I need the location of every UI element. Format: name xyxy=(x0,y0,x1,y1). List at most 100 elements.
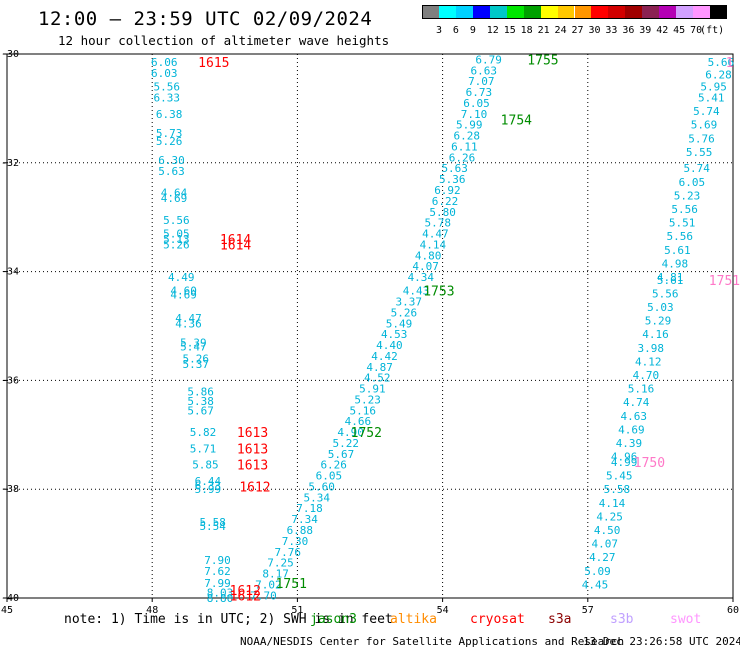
wave-height-value: 5.54 xyxy=(199,520,226,533)
lat-tick-label: -40 xyxy=(1,593,19,604)
lon-tick-label: 51 xyxy=(291,605,303,616)
wave-height-value: 7.02 xyxy=(255,578,282,591)
wave-height-value: 5.26 xyxy=(163,238,190,251)
colorbar-label: 36 xyxy=(622,25,635,36)
wave-height-value: 5.56 xyxy=(163,214,190,227)
wave-height-value: 6.79 xyxy=(475,53,502,66)
wave-height-value: 5.95 xyxy=(700,81,727,94)
wave-height-value: 5.56 xyxy=(671,203,698,216)
wave-height-value: 4.07 xyxy=(412,260,439,273)
wave-height-value: 5.67 xyxy=(328,448,355,461)
wave-height-value: 5.34 xyxy=(304,491,331,504)
footer-note: note: 1) Time is in UTC; 2) SWH is in fe… xyxy=(64,612,393,627)
wave-height-value: 6.05 xyxy=(679,176,706,189)
pass-time-label: 1754 xyxy=(501,113,532,128)
wave-height-value: 4.43 xyxy=(403,285,430,298)
wave-height-value: 4.60 xyxy=(170,285,197,298)
wave-height-value: 5.16 xyxy=(628,383,655,396)
wave-height-value: 6.05 xyxy=(316,470,343,483)
colorbar-label: 42 xyxy=(656,25,669,36)
colorbar-label: 12 xyxy=(486,25,499,36)
wave-height-value: 5.63 xyxy=(441,162,468,175)
colorbar-label: 24 xyxy=(554,25,567,36)
footer-credit: NOAA/NESDIS Center for Satellite Applica… xyxy=(240,635,625,648)
wave-height-value: 6.88 xyxy=(287,524,314,537)
wave-height-value: 4.81 xyxy=(657,271,684,284)
wave-height-value: 4.69 xyxy=(618,423,645,436)
wave-height-value: 7.34 xyxy=(291,513,318,526)
wave-height-value: 4.14 xyxy=(599,497,626,510)
colorbar-label: 18 xyxy=(520,25,533,36)
wave-height-value: 5.23 xyxy=(354,393,381,406)
wave-height-value: 4.74 xyxy=(623,396,650,409)
wave-height-value: 5.82 xyxy=(190,426,217,439)
wave-height-value: 5.76 xyxy=(688,132,715,145)
legend-sat-1: altika xyxy=(390,612,437,627)
wave-height-value: 5.13 xyxy=(163,233,190,246)
wave-height-value: 4.98 xyxy=(662,257,689,270)
legend-sat-0: jason3 xyxy=(310,612,357,627)
wave-height-value: 6.26 xyxy=(449,151,476,164)
wave-height-value: 5.05 xyxy=(163,228,190,241)
wave-height-value: 5.58 xyxy=(604,483,631,496)
lon-tick-label: 45 xyxy=(1,605,13,616)
wave-height-value: 7.30 xyxy=(282,535,309,548)
colorbar-label: 30 xyxy=(588,25,601,36)
colorbar-swatch xyxy=(591,5,609,19)
colorbar-swatch xyxy=(574,5,592,19)
colorbar-swatch xyxy=(659,5,677,19)
pass-time-label: 1753 xyxy=(423,285,454,300)
wave-height-value: 4.16 xyxy=(642,328,669,341)
wave-height-value: 5.58 xyxy=(199,516,226,529)
wave-height-value: 6.11 xyxy=(451,140,478,153)
wave-height-value: 4.90 xyxy=(337,426,364,439)
wave-height-value: 7.70 xyxy=(250,589,277,602)
subtitle: 12 hour collection of altimeter wave hei… xyxy=(58,33,390,48)
wave-height-value: 8.80 xyxy=(207,592,234,605)
colorbar-swatch xyxy=(642,5,660,19)
wave-height-value: 5.61 xyxy=(657,274,684,287)
wave-height-value: 5.51 xyxy=(669,217,696,230)
pass-time-label: 1612 xyxy=(230,584,261,599)
colorbar-swatch xyxy=(557,5,575,19)
colorbar-swatch xyxy=(438,5,456,19)
wave-height-value: 4.27 xyxy=(589,551,616,564)
wave-height-value: 7.18 xyxy=(296,502,323,515)
wave-height-value: 4.47 xyxy=(422,228,449,241)
lon-tick-label: 60 xyxy=(727,605,739,616)
legend-sat-2: cryosat xyxy=(470,612,525,627)
wave-height-value: 7.10 xyxy=(461,108,488,121)
colorbar-label: 33 xyxy=(605,25,618,36)
wave-height-value: 7.99 xyxy=(204,577,231,590)
colorbar-swatch xyxy=(625,5,643,19)
wave-height-value: 5.80 xyxy=(429,206,456,219)
wave-height-value: 5.47 xyxy=(180,341,207,354)
legend-sat-3: s3a xyxy=(548,612,572,627)
pass-time-label: 1612 xyxy=(239,480,270,495)
colorbar-label: 39 xyxy=(639,25,652,36)
colorbar-label: 27 xyxy=(571,25,584,36)
wave-height-value: 5.67 xyxy=(187,404,214,417)
colorbar-swatch xyxy=(608,5,626,19)
wave-height-value: 6.06 xyxy=(151,56,178,69)
wave-height-value: 5.37 xyxy=(183,358,210,371)
wave-height-value: 5.29 xyxy=(645,315,672,328)
wave-height-value: 5.49 xyxy=(386,317,413,330)
wave-height-value: 6.38 xyxy=(156,108,183,121)
wave-height-value: 4.70 xyxy=(633,369,660,382)
wave-height-value: 7.62 xyxy=(204,565,231,578)
wave-height-value: 5.91 xyxy=(359,383,386,396)
pass-time-label: 1755 xyxy=(527,53,558,68)
wave-height-value: 4.42 xyxy=(371,350,398,363)
wave-height-value: 4.50 xyxy=(594,524,621,537)
wave-height-value: 5.99 xyxy=(456,119,483,132)
wave-height-value: 6.30 xyxy=(158,154,185,167)
wave-height-value: 6.73 xyxy=(466,86,493,99)
colorbar-swatch xyxy=(489,5,507,19)
colorbar-swatch xyxy=(540,5,558,19)
wave-height-value: 4.49 xyxy=(168,271,195,284)
wave-height-value: 4.80 xyxy=(415,249,442,262)
wave-height-value: 4.53 xyxy=(381,328,408,341)
wave-height-value: 7.07 xyxy=(468,75,495,88)
wave-height-value: 5.99 xyxy=(195,483,222,496)
